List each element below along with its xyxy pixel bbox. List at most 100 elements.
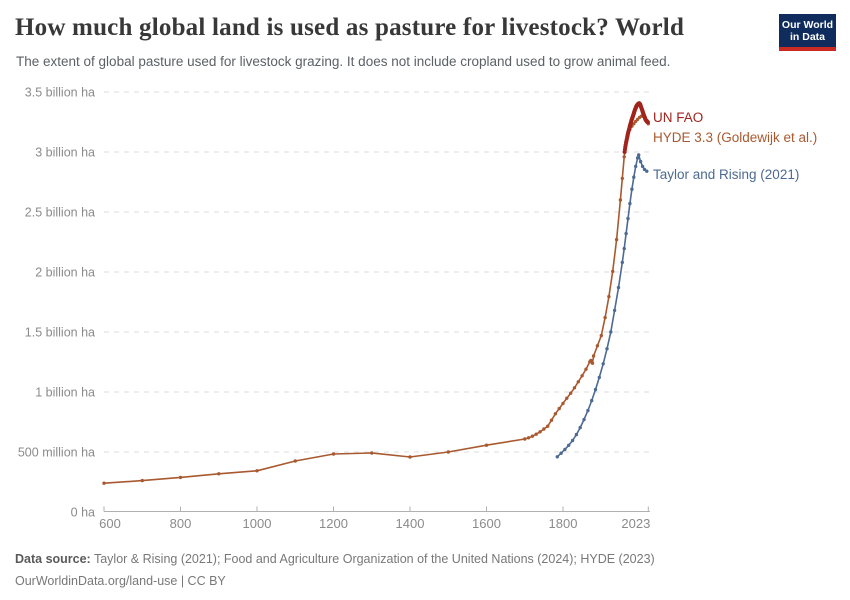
- series-point-hyde: [553, 412, 558, 416]
- series-point-hyde: [599, 333, 603, 338]
- chart-footer: Data source: Taylor & Rising (2021); Foo…: [15, 548, 835, 592]
- data-source-label: Data source:: [15, 552, 91, 566]
- series-point-taylor: [622, 246, 626, 251]
- y-tick-label: 3.5 billion ha: [25, 86, 95, 100]
- series-point-hyde: [484, 443, 489, 447]
- series-point-taylor: [605, 347, 609, 351]
- series-point-hyde: [217, 472, 221, 476]
- series-point-hyde: [446, 450, 450, 454]
- series-point-taylor: [624, 231, 628, 236]
- series-point-hyde: [591, 354, 596, 358]
- series-label-taylor-rising[interactable]: Taylor and Rising (2021): [653, 167, 800, 182]
- series-point-hyde: [546, 424, 550, 428]
- series-point-hyde: [622, 155, 626, 159]
- series-point-hyde: [618, 198, 623, 202]
- series-point-taylor: [637, 153, 641, 157]
- series-point-hyde: [293, 459, 297, 463]
- series-point-taylor: [630, 187, 634, 191]
- x-tick-label: 800: [170, 516, 192, 531]
- series-point-hyde: [632, 122, 636, 126]
- series-point-hyde: [620, 176, 624, 181]
- series-point-hyde: [523, 437, 527, 441]
- series-point-hyde: [565, 396, 569, 400]
- series-point-hyde: [561, 401, 565, 406]
- series-point-hyde: [590, 361, 595, 365]
- series-point-taylor: [642, 167, 647, 172]
- series-point-hyde: [614, 237, 619, 242]
- series-point-taylor: [640, 164, 645, 169]
- series-point-taylor: [638, 159, 643, 164]
- series-point-taylor: [578, 425, 582, 430]
- series-point-taylor: [601, 362, 605, 366]
- y-tick-label: 3 billion ha: [35, 146, 95, 160]
- series-point-taylor: [586, 408, 590, 413]
- series-point-hyde: [140, 478, 144, 483]
- series-point-taylor: [612, 308, 617, 313]
- series-point-taylor: [582, 417, 586, 422]
- series-point-taylor: [570, 438, 575, 443]
- x-tick-label: 1000: [243, 516, 272, 531]
- x-tick-label: 1800: [549, 516, 578, 531]
- series-point-taylor: [645, 169, 649, 173]
- series-point-taylor: [567, 443, 571, 447]
- series-point-hyde: [589, 358, 593, 363]
- series-point-hyde: [595, 344, 600, 348]
- series-point-taylor: [635, 156, 640, 160]
- series-point-hyde: [538, 430, 542, 434]
- y-tick-label: 2 billion ha: [35, 266, 95, 280]
- series-point-hyde: [580, 374, 584, 378]
- series-point-hyde: [526, 436, 531, 440]
- series-label-un-fao[interactable]: UN FAO: [653, 110, 704, 125]
- series-point-hyde: [549, 418, 554, 422]
- series-point-hyde: [408, 455, 412, 459]
- y-tick-label: 1.5 billion ha: [25, 326, 95, 340]
- chart-title: How much global land is used as pasture …: [15, 14, 685, 41]
- line-chart-canvas: 0 ha 500 million ha 1 billion ha 1.5 billio…: [18, 86, 651, 532]
- series-point-taylor: [632, 175, 636, 179]
- series-point-taylor: [616, 285, 621, 290]
- data-source-text: Taylor & Rising (2021); Food and Agricul…: [90, 552, 655, 566]
- series-point-taylor: [574, 432, 579, 437]
- owid-logo[interactable]: Our World in Data: [779, 14, 836, 51]
- series-point-taylor: [620, 260, 624, 265]
- series-point-hyde: [611, 269, 615, 274]
- series-point-hyde: [557, 406, 561, 411]
- series-label-hyde[interactable]: HYDE 3.3 (Goldewijk et al.): [653, 130, 818, 145]
- series-point-taylor: [628, 201, 632, 206]
- series-point-taylor: [593, 387, 598, 392]
- y-tick-label: 0 ha: [71, 506, 95, 520]
- owid-logo-line1: Our World: [781, 18, 834, 31]
- series-point-taylor: [559, 451, 563, 455]
- series-point-taylor: [597, 375, 601, 380]
- series-point-taylor: [563, 447, 567, 452]
- series-line-taylor: [556, 154, 648, 458]
- series-point-fao: [645, 120, 651, 125]
- series-point-hyde: [102, 481, 106, 485]
- series-point-taylor: [609, 330, 613, 334]
- chart-subtitle: The extent of global pasture used for li…: [16, 54, 671, 69]
- series-point-hyde: [542, 427, 546, 431]
- series-point-hyde: [178, 475, 183, 480]
- x-tick-label: 1400: [396, 516, 425, 531]
- series-point-taylor: [555, 455, 559, 459]
- y-tick-label: 500 million ha: [18, 446, 95, 460]
- url-license-line[interactable]: OurWorldinData.org/land-use | CC BY: [15, 574, 226, 588]
- series-point-taylor: [634, 164, 638, 169]
- y-tick-label: 2.5 billion ha: [25, 206, 95, 220]
- data-source-line: Data source: Taylor & Rising (2021); Foo…: [15, 548, 835, 570]
- series-point-hyde: [569, 391, 573, 395]
- series-point-taylor: [626, 216, 630, 221]
- y-tick-label: 1 billion ha: [35, 386, 95, 400]
- series-point-hyde: [607, 294, 611, 299]
- series-point-hyde: [331, 452, 336, 456]
- series-point-taylor: [590, 398, 594, 403]
- series-point-hyde: [255, 469, 259, 473]
- series-point-hyde: [603, 315, 607, 320]
- x-tick-label: 600: [99, 516, 121, 531]
- series-point-hyde: [572, 386, 577, 390]
- series-point-hyde: [530, 434, 535, 438]
- series-point-hyde: [370, 451, 374, 455]
- series-point-hyde: [534, 432, 538, 436]
- series-line-hyde: [103, 115, 650, 484]
- x-tick-label: 2023: [621, 516, 650, 531]
